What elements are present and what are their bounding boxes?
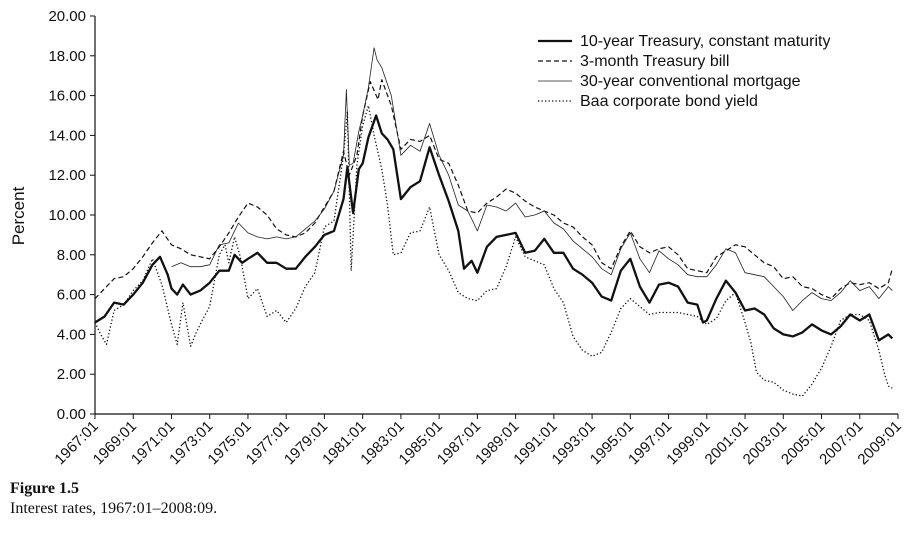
x-tick-labels: 1967:011969:011971:011973:011975:011977:… [51, 418, 904, 468]
y-tick-label: 6.00 [57, 287, 86, 304]
y-tick-label: 16.00 [48, 88, 86, 105]
y-tick-label: 12.00 [48, 167, 86, 184]
legend-label: 10-year Treasury, constant maturity [580, 33, 830, 50]
y-tick-label: 20.00 [48, 8, 86, 25]
y-tick-label: 14.00 [48, 127, 86, 144]
legend-label: 3-month Treasury bill [580, 53, 729, 70]
legend-label: 30-year conventional mortgage [580, 73, 801, 90]
series-lines [94, 47, 894, 397]
figure-number: Figure 1.5 [10, 480, 80, 497]
series-line [171, 47, 893, 311]
y-tick-label: 18.00 [48, 48, 86, 65]
y-tick-label: 0.00 [57, 406, 86, 423]
y-tick-labels: 0.00 2.00 4.00 6.00 8.00 10.00 12.00 14.00 16.00… [48, 8, 86, 423]
chart-legend: 10-year Treasury, constant maturity 3-mon… [538, 33, 830, 110]
series-line [94, 79, 893, 300]
interest-rates-chart: 0.00 2.00 4.00 6.00 8.00 10.00 12.00 14.00 16.00… [9, 8, 905, 468]
y-tick-label: 2.00 [57, 366, 86, 383]
chart-axes [90, 15, 899, 419]
y-tick-label: 10.00 [48, 207, 86, 224]
legend-label: Baa corporate bond yield [580, 93, 758, 110]
series-line [94, 114, 894, 342]
y-tick-label: 4.00 [57, 326, 86, 343]
y-axis-title: Percent [9, 186, 28, 245]
figure-caption: Interest rates, 1967:01–2008:09. [10, 500, 218, 517]
y-tick-label: 8.00 [57, 247, 86, 264]
series-line [94, 104, 893, 397]
